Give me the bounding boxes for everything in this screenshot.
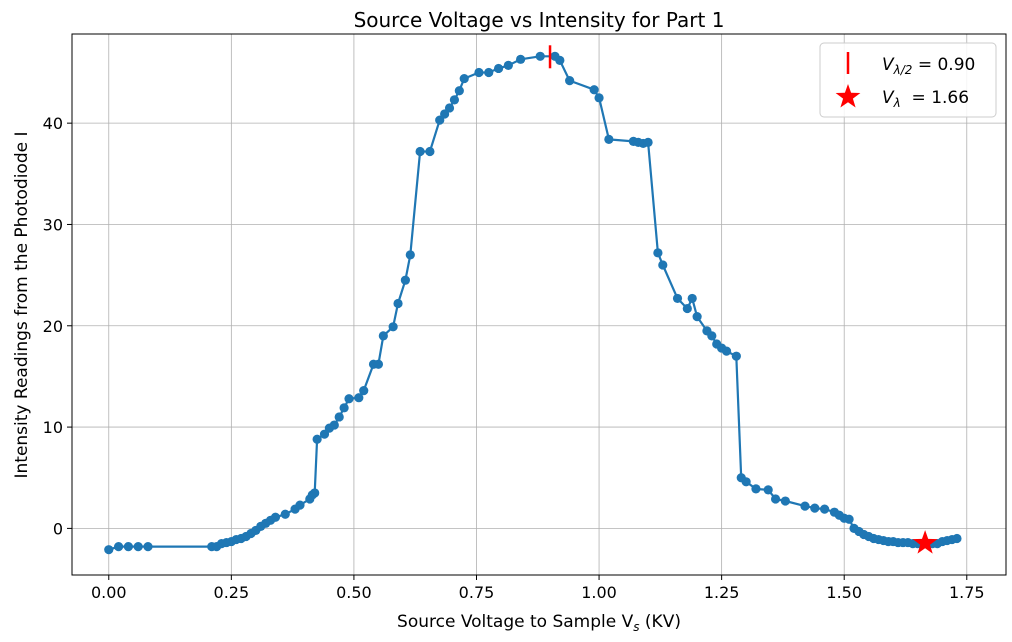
data-point	[800, 501, 810, 511]
x-tick-label: 1.00	[581, 583, 617, 602]
data-point	[763, 485, 773, 495]
data-point	[653, 248, 663, 258]
data-point	[459, 73, 469, 84]
x-tick-label: 1.75	[949, 583, 985, 602]
data-point	[493, 63, 504, 74]
data-point	[449, 95, 460, 105]
legend: Vλ/2 = 0.90 Vλ = 1.66	[819, 42, 997, 118]
data-point	[780, 496, 790, 506]
x-tick-label: 0.00	[91, 583, 127, 602]
y-tick-label: 10	[43, 418, 63, 437]
legend-label-half-wave-value: = 0.90	[912, 55, 975, 75]
full-wave-voltage-marker	[912, 530, 938, 554]
x-axis-title-main: Source Voltage to Sample V	[397, 612, 634, 632]
data-point	[819, 504, 830, 514]
data-point	[378, 331, 388, 341]
data-point	[952, 533, 962, 544]
data-point	[280, 509, 290, 519]
data-point	[751, 484, 761, 494]
data-point	[334, 412, 344, 422]
data-point	[503, 60, 513, 71]
legend-label-full-wave: Vλ = 1.66	[882, 88, 969, 110]
data-point	[707, 331, 717, 341]
legend-label-half-wave: Vλ/2 = 0.90	[882, 55, 975, 77]
data-point	[405, 250, 415, 260]
data-point	[373, 359, 384, 369]
y-axis-ticks: 0 10 20 30 40	[43, 114, 72, 538]
data-point	[339, 403, 349, 413]
x-tick-label: 1.50	[826, 583, 862, 602]
data-point	[113, 542, 124, 552]
data-point	[123, 542, 133, 552]
x-tick-label: 0.25	[214, 583, 250, 602]
data-point	[555, 55, 565, 65]
data-point	[770, 494, 781, 504]
data-point	[844, 514, 854, 524]
data-point	[425, 146, 435, 157]
data-point	[682, 303, 692, 314]
x-tick-label: 0.50	[336, 583, 372, 602]
data-point	[312, 434, 322, 444]
y-tick-label: 40	[43, 114, 63, 133]
data-point	[731, 351, 741, 361]
y-tick-label: 20	[43, 317, 63, 336]
data-point	[687, 293, 697, 304]
legend-label-half-wave-sub: λ/2	[893, 63, 913, 77]
data-point	[359, 386, 369, 396]
data-point	[388, 322, 398, 332]
data-point	[393, 298, 403, 309]
series-points-group	[104, 51, 962, 555]
data-point	[692, 312, 702, 322]
data-point	[484, 67, 494, 78]
data-point	[444, 103, 455, 113]
legend-label-full-wave-value: = 1.66	[901, 88, 969, 108]
legend-box	[819, 42, 997, 118]
data-point	[344, 394, 354, 404]
x-tick-label: 0.75	[459, 583, 495, 602]
data-point	[643, 137, 653, 148]
data-point	[133, 542, 143, 552]
data-point	[535, 51, 545, 61]
annotation-markers	[548, 45, 938, 554]
x-axis-title-sub: s	[633, 620, 639, 634]
data-point	[270, 512, 281, 522]
x-tick-label: 1.25	[704, 583, 740, 602]
legend-label-full-wave-main: V	[882, 88, 895, 108]
data-point	[295, 500, 305, 510]
y-axis-title: Intensity Readings from the Photodiode I	[12, 131, 32, 478]
legend-star-marker	[835, 84, 861, 108]
data-point	[104, 545, 114, 555]
data-point	[400, 275, 410, 285]
y-tick-label: 30	[43, 215, 63, 234]
data-point	[329, 420, 339, 430]
data-point	[516, 54, 526, 64]
y-tick-label: 0	[53, 519, 63, 538]
gridlines	[72, 34, 1006, 575]
data-point	[143, 542, 153, 552]
chart-title: Source Voltage vs Intensity for Part 1	[354, 8, 725, 32]
data-point	[354, 393, 364, 403]
data-point	[594, 93, 604, 103]
data-point	[658, 260, 668, 270]
data-point	[810, 503, 820, 513]
x-axis-title: Source Voltage to Sample Vs (KV)	[397, 612, 681, 634]
data-point	[454, 86, 464, 96]
data-point	[741, 477, 751, 487]
data-point	[721, 346, 732, 356]
data-point	[415, 146, 425, 157]
data-point	[474, 67, 484, 78]
data-point	[589, 85, 599, 95]
data-point	[672, 293, 683, 304]
legend-label-half-wave-main: V	[882, 55, 895, 75]
data-point	[565, 76, 575, 86]
data-point	[604, 134, 614, 144]
plot-frame	[71, 33, 1007, 576]
data-point	[310, 488, 320, 498]
x-axis-title-suffix: (KV)	[640, 612, 681, 632]
legend-label-full-wave-sub: λ	[893, 96, 901, 110]
x-axis-ticks: 0.00 0.25 0.50 0.75 1.00 1.25 1.50 1.75	[91, 575, 985, 602]
